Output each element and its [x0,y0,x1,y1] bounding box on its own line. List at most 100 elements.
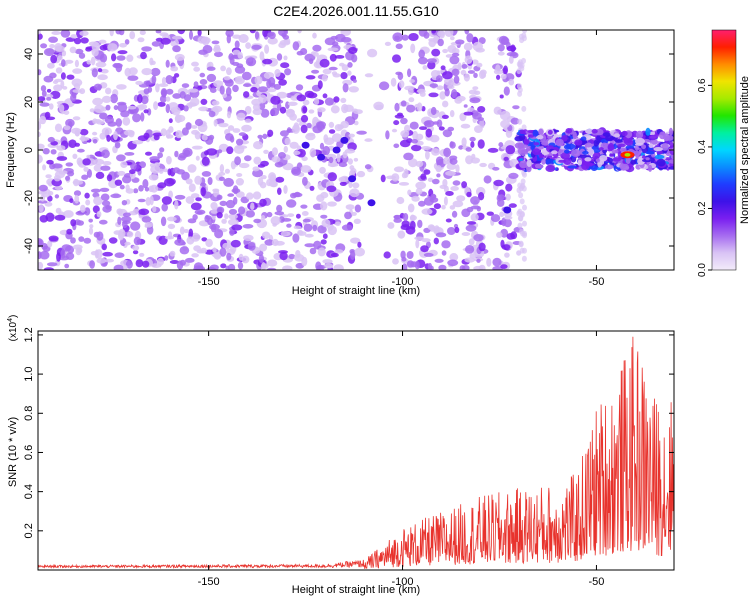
spectrogram-cell [468,238,475,246]
spectrogram-cell [340,120,350,129]
spectrogram-cell [166,88,174,95]
spectrogram-cell [435,165,442,173]
spectrogram-cell [61,59,66,68]
spectrogram-cell [408,97,415,103]
spectrogram-cell [46,262,58,267]
spectrogram-cell [442,129,453,138]
colorbar-tick-label: 0.4 [697,140,708,154]
spectrogram-cell [174,200,179,210]
spectrogram-cell [455,164,460,173]
spectrogram-cell [293,225,302,230]
spectrogram-cell [165,59,170,68]
spectrogram-cell [54,194,60,199]
spectrogram-cell [332,41,339,47]
spectrogram-cell [124,241,131,246]
spectrogram-cell [157,101,166,107]
spectrogram-cell [185,257,195,263]
spectrogram-cell [176,260,184,270]
spectrogram-cell [38,69,42,76]
spectrogram-cell [122,116,131,126]
spectrogram-cell [278,42,286,49]
spectrogram-cell [96,257,107,264]
spectrogram-cell [242,224,254,229]
spectrogram-cell [344,211,352,220]
spectrogram-cell [464,55,473,64]
spectrogram-cell [322,233,328,239]
spectrogram-cell [503,86,510,96]
spectrogram-cell [196,211,203,215]
spectrogram-cell [213,253,222,259]
spectrogram-cell [72,91,77,99]
spectrogram-cell [392,32,404,42]
spectrogram-cell [70,237,76,244]
spectrogram-cell [216,212,223,219]
spectrogram-cell [408,87,414,95]
spectrogram-cell [465,147,472,152]
spectrogram-cell [51,31,61,35]
spectrogram-cell [354,247,366,257]
spectrogram-cell [309,185,315,191]
spectrogram-cell [661,143,669,151]
spectrogram-cell [66,228,73,235]
spectrogram-cell [607,157,613,163]
spectrogram-cell [90,56,96,66]
spectrogram-cell [101,149,110,159]
spectrogram-cell [78,52,86,59]
spectrogram-cell [529,140,537,148]
spectrogram-cell [302,106,308,114]
spectrogram-cell [234,40,240,49]
spectrogram-cell [385,130,390,140]
spectrogram-cell [46,159,54,165]
spectrogram-cell [312,32,317,39]
spectrogram-cell [128,67,138,76]
spectrogram-cell [278,30,288,37]
spectrogram-cell [179,91,186,99]
spectrogram-cell [149,156,160,162]
snr-multiplier-base: (x10 [8,321,19,341]
snr-y-ticks: 0.2 0.4 0.6 0.8 1.0 1.2 [23,327,674,538]
spectrogram-cell [123,265,128,270]
spectrogram-cell [558,159,567,163]
spectrogram-cell [42,164,47,171]
spectrogram-cell [560,152,570,160]
spectrogram-cell [243,91,250,98]
spectrogram-cell [252,191,262,200]
spectrogram-cell [38,33,43,40]
spectrogram-cell [506,52,518,57]
spectrogram-cell [268,31,276,40]
spectrogram-cell [68,139,77,148]
spectrogram-cell [47,136,55,143]
spectrogram-cell [279,106,287,114]
spectrogram-cell [271,147,278,156]
spectrogram-cell [414,236,425,241]
spectrogram-cell [183,105,189,112]
spectrogram-cell [427,58,437,64]
spectrogram-cell [344,148,356,154]
spectrogram-cell [84,207,91,216]
spectrogram-cell [160,37,171,45]
spectrogram-cell [456,195,466,202]
spectrogram-cell [625,156,631,165]
spectrogram-cell [437,30,445,37]
spectrogram-cell [473,265,484,270]
spectrogram-cell [38,204,44,213]
spectrogram-cell [364,73,374,78]
spectrogram-cell [194,118,204,127]
spectrogram-cell [186,236,195,245]
snr-xlabel: Height of straight line (km) [292,584,420,596]
spectrogram-cell [563,157,572,165]
spectrogram-cell [505,193,511,201]
spectrogram-cell [611,149,619,154]
spectrogram-cell [171,35,183,40]
spectrogram-cell [228,218,239,226]
spectrogram-cell [400,250,406,259]
spectrogram-cell [89,260,95,269]
spectrogram-cell [55,67,63,74]
spectrogram-heatmap [38,30,674,270]
spectrogram-cell [454,226,460,234]
spectrogram-cell [667,159,674,164]
spectrogram-cell [527,134,535,138]
spectrogram-cell [287,101,298,107]
spectrogram-cell [105,104,111,111]
spectrogram-cell [496,231,503,238]
